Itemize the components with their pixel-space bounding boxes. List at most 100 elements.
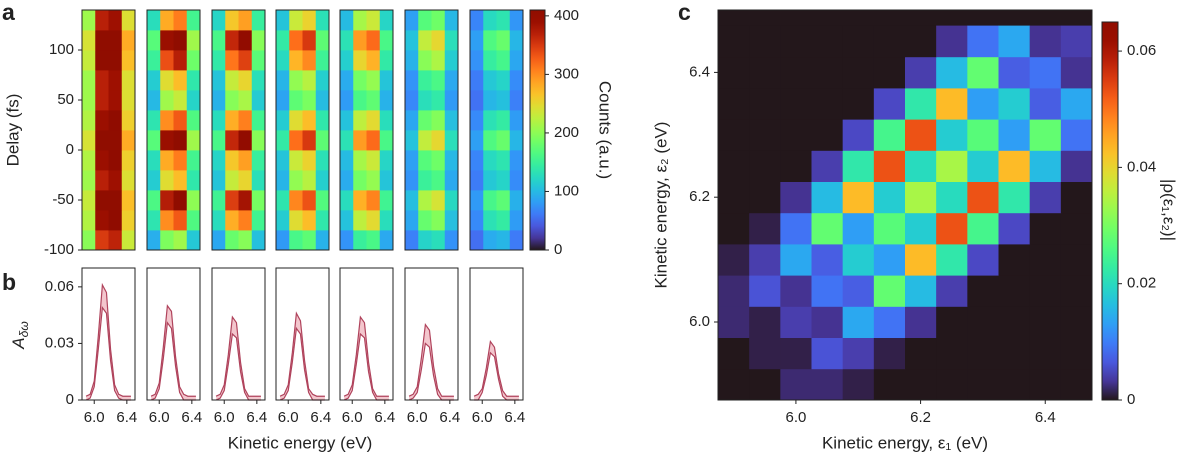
heatmap-cell <box>147 50 161 71</box>
heatmap-cell <box>212 30 226 51</box>
colorbar <box>529 9 546 251</box>
heatmap-cell <box>379 230 394 251</box>
heatmap-cell <box>444 210 459 231</box>
heatmap-cell <box>212 50 226 71</box>
heatmap-cell <box>780 306 812 338</box>
y-tick-label: 6.0 <box>689 313 710 330</box>
heatmap-cell <box>186 30 201 51</box>
heatmap-cell <box>173 50 188 71</box>
heatmap-cell <box>379 190 394 211</box>
heatmap-cell <box>749 337 781 370</box>
heatmap-cell <box>289 50 303 71</box>
heatmap-cell <box>95 130 109 151</box>
heatmap-cell <box>82 230 96 251</box>
heatmap-cell <box>251 190 266 211</box>
heatmap-cell <box>186 70 201 91</box>
heatmap-cell <box>718 275 750 307</box>
heatmap-cell <box>483 10 497 31</box>
heatmap-cell <box>811 306 844 338</box>
panel-frame <box>211 267 266 401</box>
heatmap-cell <box>405 30 419 51</box>
heatmap-cell <box>936 275 968 307</box>
heatmap-cell <box>811 119 844 151</box>
heatmap-cell <box>173 30 188 51</box>
heatmap-cell <box>418 210 432 231</box>
heatmap-cell <box>95 90 109 111</box>
heatmap-cell <box>121 190 136 211</box>
heatmap-cell <box>340 50 354 71</box>
panel-frame <box>146 9 201 251</box>
heatmap-cell <box>444 70 459 91</box>
heatmap-cell <box>289 110 303 131</box>
heatmap-cell <box>225 30 239 51</box>
heatmap-cell <box>749 181 781 214</box>
heatmap-cell <box>1029 337 1062 370</box>
heatmap-cell <box>905 181 937 214</box>
heatmap-cell <box>82 150 96 171</box>
heatmap-cell <box>353 230 367 251</box>
heatmap-cell <box>315 10 330 31</box>
heatmap-cell <box>936 181 968 214</box>
heatmap-cell <box>108 50 123 71</box>
heatmap-cell <box>212 90 226 111</box>
heatmap-cell <box>251 50 266 71</box>
heatmap-cell <box>998 56 1031 89</box>
y-axis-label: Delay (fs) <box>3 94 22 167</box>
heatmap-cell <box>379 170 394 191</box>
heatmap-cell <box>366 230 381 251</box>
heatmap-cell <box>483 50 497 71</box>
heatmap-cell <box>780 181 812 214</box>
heatmap-cell <box>483 230 497 251</box>
heatmap-cell <box>353 10 367 31</box>
x-tick-label: 6.4 <box>374 409 395 426</box>
heatmap-cell <box>315 230 330 251</box>
panel-frame <box>211 9 266 251</box>
heatmap-cell <box>340 150 354 171</box>
heatmap-cell <box>811 56 844 89</box>
heatmap-cell <box>302 10 317 31</box>
heatmap-cell <box>302 110 317 131</box>
heatmap-cell <box>95 110 109 131</box>
heatmap-cell <box>353 150 367 171</box>
heatmap-cell <box>95 170 109 191</box>
heatmap-cell <box>418 90 432 111</box>
heatmap-cell <box>366 50 381 71</box>
heatmap-cell <box>276 30 290 51</box>
x-tick-label: 6.0 <box>785 409 806 426</box>
heatmap-cell <box>173 210 188 231</box>
heatmap-cell <box>405 190 419 211</box>
heatmap-cell <box>749 88 781 120</box>
heatmap-cell <box>470 110 484 131</box>
y-axis-label-main: A <box>9 337 28 349</box>
heatmap-cell <box>225 70 239 91</box>
heatmap-cell <box>780 25 812 58</box>
heatmap-cell <box>212 70 226 91</box>
heatmap-cell <box>315 110 330 131</box>
heatmap-cell <box>431 190 446 211</box>
heatmap-cell <box>121 210 136 231</box>
heatmap-cell <box>82 110 96 131</box>
heatmap-cell <box>340 70 354 91</box>
heatmap-cell <box>379 210 394 231</box>
heatmap-cell <box>842 56 875 89</box>
heatmap-cell <box>315 30 330 51</box>
heatmap-cell <box>811 212 844 245</box>
heatmap-cell <box>186 10 201 31</box>
heatmap-cell <box>936 150 968 182</box>
heatmap-cell <box>353 130 367 151</box>
heatmap-cell <box>82 70 96 91</box>
heatmap-cell <box>967 181 999 214</box>
heatmap-cell <box>379 50 394 71</box>
heatmap-cell <box>483 30 497 51</box>
heatmap-cell <box>302 30 317 51</box>
heatmap-cell <box>749 244 781 276</box>
colorbar-tick-label: 0.02 <box>1127 275 1156 292</box>
heatmap-cell <box>905 150 937 182</box>
x-tick-label: 6.4 <box>504 409 525 426</box>
heatmap-cell <box>121 150 136 171</box>
y-tick-label: 50 <box>57 91 74 108</box>
heatmap-cell <box>444 90 459 111</box>
x-tick-label: 6.0 <box>472 409 493 426</box>
heatmap-cell <box>379 150 394 171</box>
heatmap-cell <box>353 30 367 51</box>
